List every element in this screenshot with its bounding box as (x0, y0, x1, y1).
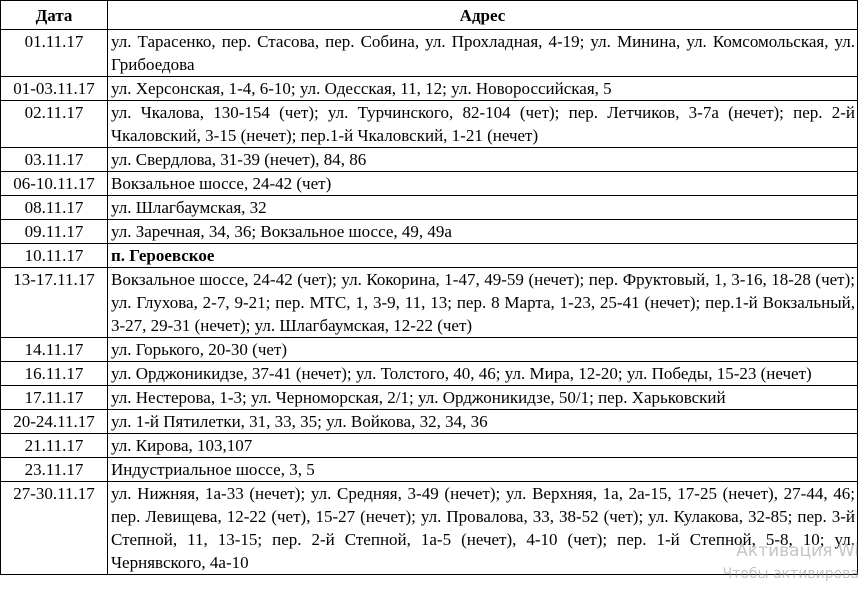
table-row: 09.11.17 ул. Заречная, 34, 36; Вокзальное… (0, 219, 858, 244)
address-cell: Вокзальное шоссе, 24-42 (чет) (107, 171, 858, 196)
address-table: Дата Адрес 01.11.17 ул. Тарасенко, пер. С… (0, 0, 858, 575)
date-cell: 06-10.11.17 (0, 171, 108, 196)
address-cell: ул. Свердлова, 31-39 (нечет), 84, 86 (107, 147, 858, 172)
date-cell: 08.11.17 (0, 195, 108, 220)
table-row: 01.11.17 ул. Тарасенко, пер. Стасова, пер… (0, 29, 858, 77)
date-cell: 17.11.17 (0, 385, 108, 410)
table-row: 06-10.11.17 Вокзальное шоссе, 24-42 (чет) (0, 171, 858, 196)
date-cell: 01-03.11.17 (0, 76, 108, 101)
date-cell: 02.11.17 (0, 100, 108, 148)
watermark-line: Активация Wi (736, 541, 859, 561)
address-cell: ул. 1-й Пятилетки, 31, 33, 35; ул. Войко… (107, 409, 858, 434)
watermark-line: Чтобы активирова (722, 566, 859, 582)
address-cell: ул. Кирова, 103,107 (107, 433, 858, 458)
address-cell: ул. Тарасенко, пер. Стасова, пер. Собина… (107, 29, 858, 77)
table-row: 23.11.17 Индустриальное шоссе, 3, 5 (0, 457, 858, 482)
date-cell: 23.11.17 (0, 457, 108, 482)
address-cell: ул. Шлагбаумская, 32 (107, 195, 858, 220)
date-cell: 16.11.17 (0, 361, 108, 386)
date-cell: 14.11.17 (0, 337, 108, 362)
table-row: 20-24.11.17 ул. 1-й Пятилетки, 31, 33, 35… (0, 409, 858, 434)
address-cell: ул. Чкалова, 130-154 (чет); ул. Турчинск… (107, 100, 858, 148)
address-cell: ул. Заречная, 34, 36; Вокзальное шоссе, … (107, 219, 858, 244)
date-cell: 13-17.11.17 (0, 267, 108, 338)
date-cell: 03.11.17 (0, 147, 108, 172)
address-cell: ул. Нижняя, 1а-33 (нечет); ул. Средняя, … (107, 481, 858, 575)
address-cell: ул. Нестерова, 1-3; ул. Черноморская, 2/… (107, 385, 858, 410)
date-cell: 10.11.17 (0, 243, 108, 268)
date-cell: 21.11.17 (0, 433, 108, 458)
table-row: 03.11.17 ул. Свердлова, 31-39 (нечет), 84… (0, 147, 858, 172)
table-row: 08.11.17 ул. Шлагбаумская, 32 (0, 195, 858, 220)
address-cell: п. Героевское (107, 243, 858, 268)
address-cell: ул. Херсонская, 1-4, 6-10; ул. Одесская,… (107, 76, 858, 101)
date-cell: 01.11.17 (0, 29, 108, 77)
address-cell: Вокзальное шоссе, 24-42 (чет); ул. Кокор… (107, 267, 858, 338)
date-cell: 20-24.11.17 (0, 409, 108, 434)
table-body: 01.11.17 ул. Тарасенко, пер. Стасова, пер… (0, 29, 858, 575)
table-row: 27-30.11.17 ул. Нижняя, 1а-33 (нечет); ул… (0, 481, 858, 575)
table-row: 10.11.17 п. Героевское (0, 243, 858, 268)
table-row: 21.11.17 ул. Кирова, 103,107 (0, 433, 858, 458)
table-row: 13-17.11.17 Вокзальное шоссе, 24-42 (чет)… (0, 267, 858, 338)
address-cell: Индустриальное шоссе, 3, 5 (107, 457, 858, 482)
table-row: 01-03.11.17 ул. Херсонская, 1-4, 6-10; ул… (0, 76, 858, 101)
date-cell: 27-30.11.17 (0, 481, 108, 575)
table-row: 02.11.17 ул. Чкалова, 130-154 (чет); ул. … (0, 100, 858, 148)
date-cell: 09.11.17 (0, 219, 108, 244)
address-cell: ул. Орджоникидзе, 37-41 (нечет); ул. Тол… (107, 361, 858, 386)
header-cell: Адрес (107, 0, 858, 30)
table-row: 16.11.17 ул. Орджоникидзе, 37-41 (нечет);… (0, 361, 858, 386)
table-row: 14.11.17 ул. Горького, 20-30 (чет) (0, 337, 858, 362)
table-row: 17.11.17 ул. Нестерова, 1-3; ул. Черномор… (0, 385, 858, 410)
header-row: Дата Адрес (0, 0, 858, 30)
header-cell: Дата (0, 0, 108, 30)
address-cell: ул. Горького, 20-30 (чет) (107, 337, 858, 362)
